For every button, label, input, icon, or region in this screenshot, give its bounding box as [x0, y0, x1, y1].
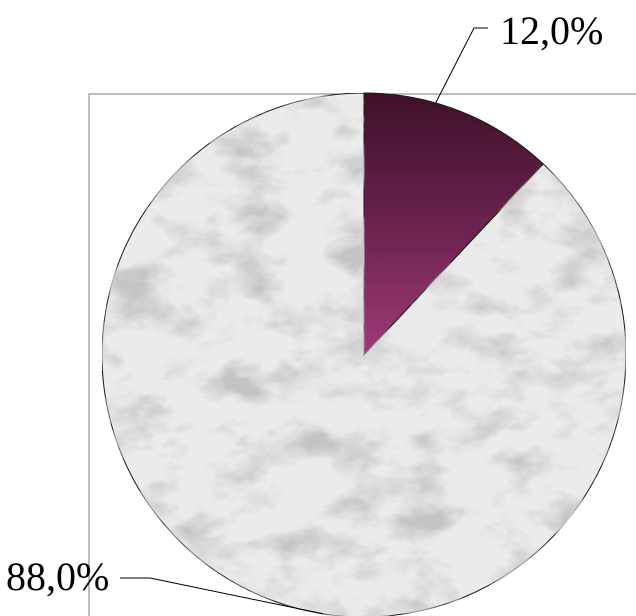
- pie-slices: [101, 92, 627, 616]
- pie-slice-2: [101, 92, 627, 616]
- leader-line-2: [120, 577, 324, 615]
- leader-line-1: [435, 27, 488, 104]
- leader-lines: [120, 27, 488, 615]
- plot-frame: [88, 93, 636, 616]
- pie-slice-1: [363, 92, 545, 357]
- slice-label-12: 12,0%: [500, 8, 603, 53]
- slice-label-88: 88,0%: [6, 554, 109, 599]
